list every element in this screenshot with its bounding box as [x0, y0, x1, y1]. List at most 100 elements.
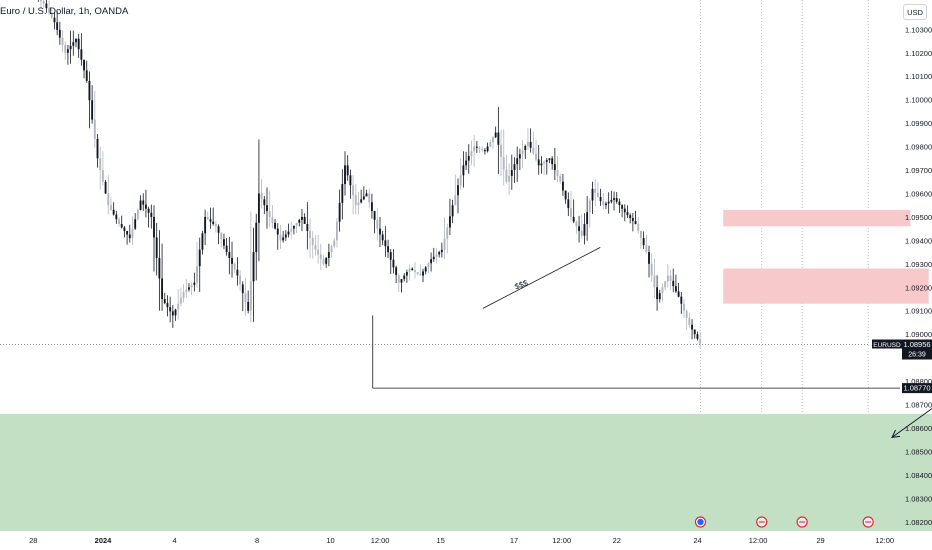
candle-body: [502, 157, 505, 170]
candle-body: [101, 170, 104, 182]
candle-body: [427, 263, 430, 268]
candle-body: [387, 246, 389, 253]
candle-body: [537, 159, 540, 166]
candle-body: [301, 216, 303, 220]
countdown-label: 26:39: [908, 352, 926, 359]
candle-body: [411, 268, 414, 271]
candle-body: [478, 147, 481, 149]
candle-body: [179, 297, 182, 304]
candle-body: [306, 223, 309, 231]
candle-body: [325, 257, 328, 264]
candle-body: [586, 212, 589, 224]
candle-body: [583, 223, 586, 236]
candle-body: [255, 222, 258, 253]
candle-body: [615, 198, 618, 202]
candle-body: [346, 165, 349, 176]
candle-body: [228, 252, 231, 258]
candle-body: [629, 215, 632, 219]
candle-body: [473, 146, 476, 152]
candle-body: [510, 170, 513, 176]
candle-body: [685, 310, 688, 318]
candle-body: [443, 238, 446, 250]
candle-body: [683, 303, 685, 311]
candle-body: [489, 141, 492, 147]
candle-body: [161, 278, 164, 300]
candle-body: [492, 137, 494, 142]
candle-body: [486, 146, 489, 152]
zone-lower-supply: [723, 268, 929, 304]
x-tick-label: 4: [172, 536, 176, 545]
candle-body: [268, 211, 271, 217]
candle-body: [118, 219, 120, 224]
candle-body: [607, 201, 610, 204]
candle-body: [666, 275, 669, 282]
x-tick-label: 12:00: [875, 536, 894, 545]
candle-body: [591, 188, 594, 201]
x-tick-label: 2024: [95, 536, 113, 545]
trend-line: [482, 247, 601, 309]
candle-body: [376, 219, 379, 229]
candle-body: [610, 199, 613, 202]
liquidity-label: $$$: [513, 278, 529, 291]
candle-body: [661, 287, 664, 294]
candle-body: [142, 200, 145, 205]
y-tick-label: 1.09900: [905, 119, 932, 128]
candle-body: [368, 193, 371, 203]
candle-body: [389, 252, 392, 260]
candle-body: [559, 175, 562, 182]
y-tick-label: 1.09400: [905, 236, 932, 245]
candle-body: [279, 234, 282, 241]
candle-body: [483, 150, 486, 152]
candle-body: [263, 199, 266, 206]
candle-body: [185, 289, 188, 292]
candle-body: [521, 150, 524, 155]
candle-body: [48, 8, 51, 13]
candle-body: [190, 284, 193, 288]
candle-body: [626, 212, 629, 216]
candle-body: [311, 238, 314, 246]
x-tick-label: 8: [255, 536, 259, 545]
candle-body: [69, 45, 72, 50]
candle-body: [599, 196, 602, 202]
candle-body: [500, 144, 502, 158]
candle-body: [292, 225, 295, 229]
candle-body: [77, 38, 80, 50]
candle-body: [553, 164, 556, 171]
candle-body: [193, 282, 196, 285]
candle-body: [416, 272, 419, 274]
y-tick-label: 1.08400: [905, 471, 932, 480]
candles: [37, 0, 702, 350]
x-tick-label: 12:00: [749, 536, 768, 545]
candle-body: [494, 132, 497, 138]
candle-body: [395, 267, 398, 275]
candle-body: [693, 329, 696, 335]
candle-body: [93, 119, 96, 139]
candle-body: [249, 281, 252, 311]
candle-body: [236, 269, 239, 276]
candle-body: [634, 221, 637, 224]
candle-body: [370, 202, 373, 212]
candle-body: [578, 226, 581, 231]
candle-body: [373, 211, 376, 220]
y-tick-label: 1.10000: [905, 96, 932, 105]
y-tick-label: 1.09300: [905, 260, 932, 269]
candle-body: [276, 228, 279, 235]
candle-body: [594, 188, 597, 193]
candle-body: [516, 158, 519, 165]
candle-body: [640, 230, 642, 239]
currency-button[interactable]: USD: [903, 4, 927, 20]
candle-body: [56, 22, 59, 30]
candle-body: [621, 205, 624, 209]
candle-body: [196, 266, 198, 283]
candle-body: [691, 324, 694, 330]
zones: [0, 209, 932, 532]
x-tick-label: 17: [510, 536, 518, 545]
candle-body: [290, 228, 293, 232]
candle-body: [658, 293, 661, 300]
candle-body: [271, 216, 274, 223]
candle-body: [432, 256, 435, 260]
candle-body: [440, 249, 443, 253]
candle-body: [551, 158, 554, 165]
candle-body: [131, 228, 134, 239]
